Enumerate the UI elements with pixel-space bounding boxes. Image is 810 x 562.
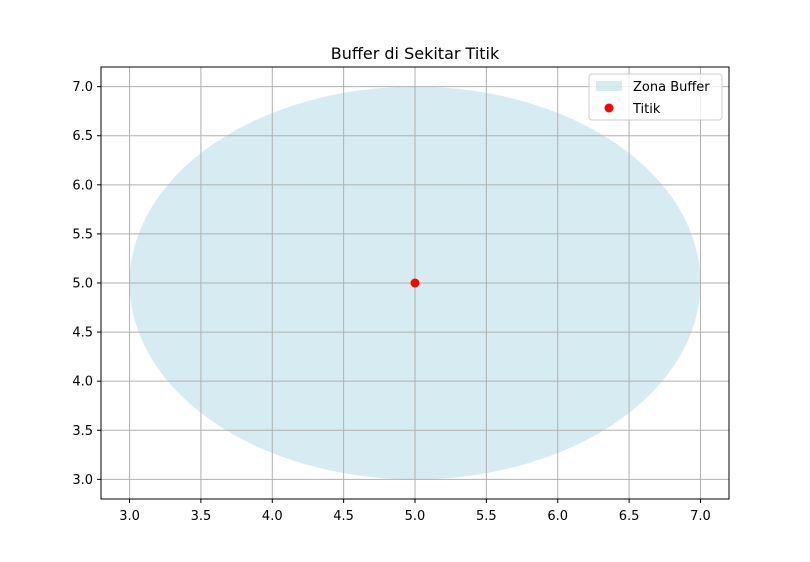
x-tick-label: 4.0 xyxy=(262,509,283,524)
legend-label-point: Titik xyxy=(632,102,661,117)
y-tick-label: 3.5 xyxy=(72,424,93,439)
chart-title: Buffer di Sekitar Titik xyxy=(331,44,500,63)
x-tick-label: 3.5 xyxy=(191,509,212,524)
x-tick-label: 7.0 xyxy=(690,509,711,524)
y-tick-label: 7.0 xyxy=(72,80,93,95)
x-tick-label: 5.0 xyxy=(405,509,426,524)
legend-label-buffer: Zona Buffer xyxy=(633,80,710,95)
x-tick-label: 6.5 xyxy=(619,509,640,524)
data-point xyxy=(410,278,420,288)
y-tick-label: 6.5 xyxy=(72,129,93,144)
y-tick-label: 6.0 xyxy=(72,178,93,193)
x-tick-label: 3.0 xyxy=(119,509,140,524)
x-tick-label: 4.5 xyxy=(333,509,354,524)
x-tick-label: 6.0 xyxy=(547,509,568,524)
y-tick-label: 5.5 xyxy=(72,227,93,242)
y-tick-label: 5.0 xyxy=(72,277,93,292)
legend: Zona Buffer Titik xyxy=(588,73,723,121)
legend-box xyxy=(588,73,723,121)
y-tick-label: 3.0 xyxy=(72,473,93,488)
legend-swatch-buffer xyxy=(596,81,622,91)
point-layer xyxy=(410,278,420,288)
axis-ticks: 3.0 3.5 4.0 4.5 5.0 5.5 6.0 6.5 7.0 3.0 3.5 4.0 4.5 5… xyxy=(72,80,710,524)
y-tick-label: 4.5 xyxy=(72,326,93,341)
y-tick-label: 4.0 xyxy=(72,375,93,390)
legend-marker-point xyxy=(604,103,614,113)
grid xyxy=(101,67,729,499)
x-tick-label: 5.5 xyxy=(476,509,497,524)
